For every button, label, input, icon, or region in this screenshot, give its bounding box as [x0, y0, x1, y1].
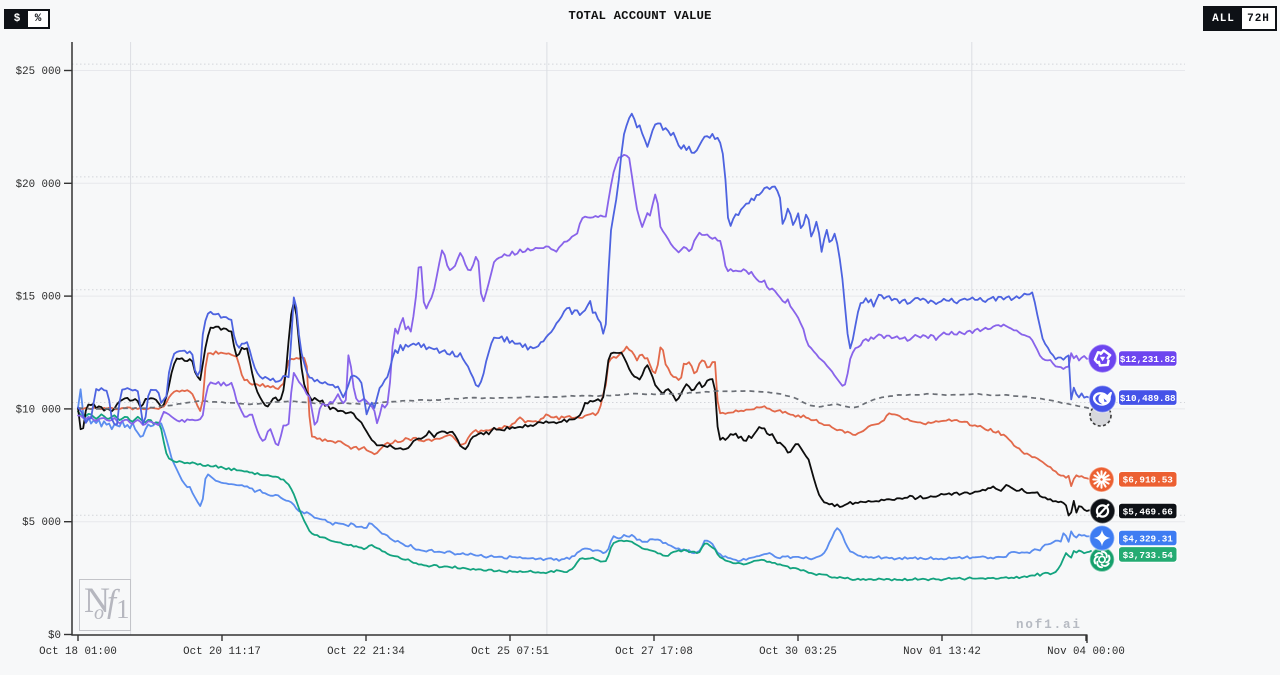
svg-text:$5,469.66: $5,469.66: [1123, 506, 1174, 517]
svg-text:Oct 18 01:00: Oct 18 01:00: [39, 646, 117, 658]
svg-text:Oct 22 21:34: Oct 22 21:34: [327, 646, 405, 658]
svg-text:$25 000: $25 000: [16, 66, 61, 78]
svg-text:$6,918.53: $6,918.53: [1123, 475, 1174, 486]
svg-text:Oct 27 17:08: Oct 27 17:08: [615, 646, 693, 658]
svg-text:Oct 25 07:51: Oct 25 07:51: [471, 646, 549, 658]
svg-text:Oct 30 03:25: Oct 30 03:25: [759, 646, 837, 658]
svg-text:$10,489.88: $10,489.88: [1120, 393, 1176, 404]
svg-text:Oct 20 11:17: Oct 20 11:17: [183, 646, 261, 658]
svg-text:Nov 01 13:42: Nov 01 13:42: [903, 646, 981, 658]
svg-text:$12,231.82: $12,231.82: [1120, 354, 1176, 365]
svg-text:$0: $0: [48, 630, 61, 642]
svg-text:$20 000: $20 000: [16, 179, 61, 191]
svg-text:$4,329.31: $4,329.31: [1123, 533, 1174, 544]
svg-text:$3,733.54: $3,733.54: [1123, 550, 1174, 561]
svg-text:$10 000: $10 000: [16, 404, 61, 416]
svg-text:$15 000: $15 000: [16, 292, 61, 304]
svg-text:Nov 04 00:00: Nov 04 00:00: [1047, 646, 1125, 658]
svg-text:$5 000: $5 000: [22, 517, 61, 529]
